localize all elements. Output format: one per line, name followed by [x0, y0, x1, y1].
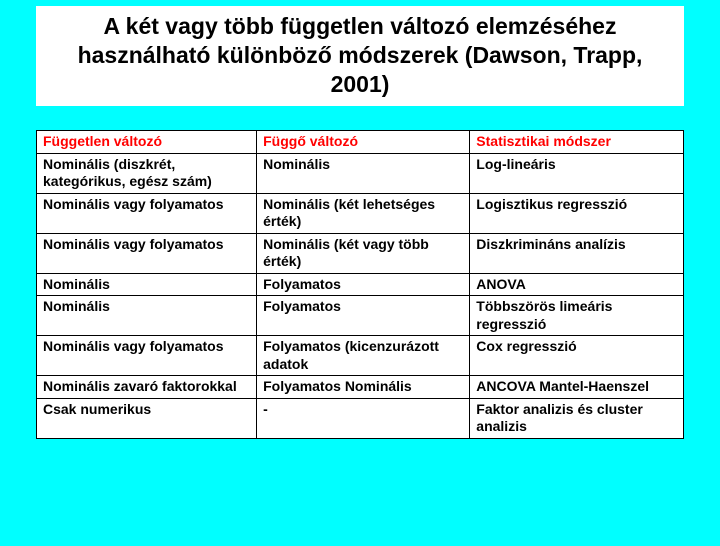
- table-row: Nominális (diszkrét, kategórikus, egész …: [37, 153, 683, 193]
- page-title: A két vagy több független változó elemzé…: [50, 12, 670, 98]
- table-row: Nominális zavaró faktorokkalFolyamatos N…: [37, 376, 683, 399]
- table-row: NominálisFolyamatosTöbbszörös limeáris r…: [37, 296, 683, 336]
- table-cell: Nominális: [37, 296, 257, 336]
- table-cell: Folyamatos: [257, 296, 470, 336]
- methods-table-wrap: Független változóFüggő változóStatisztik…: [36, 130, 684, 439]
- table-cell: Többszörös limeáris regresszió: [470, 296, 683, 336]
- table-row: Nominális vagy folyamatosNominális (két …: [37, 193, 683, 233]
- table-cell: Csak numerikus: [37, 398, 257, 438]
- table-cell: Nominális (két vagy több érték): [257, 233, 470, 273]
- table-header-0: Független változó: [37, 131, 257, 153]
- table-cell: Nominális vagy folyamatos: [37, 336, 257, 376]
- table-header-1: Függő változó: [257, 131, 470, 153]
- table-cell: ANOVA: [470, 273, 683, 296]
- table-row: Nominális vagy folyamatosFolyamatos (kic…: [37, 336, 683, 376]
- table-cell: Diszkrimináns analízis: [470, 233, 683, 273]
- table-cell: Nominális (két lehetséges érték): [257, 193, 470, 233]
- table-cell: Nominális vagy folyamatos: [37, 193, 257, 233]
- table-cell: Nominális (diszkrét, kategórikus, egész …: [37, 153, 257, 193]
- table-cell: ANCOVA Mantel-Haenszel: [470, 376, 683, 399]
- table-cell: Nominális zavaró faktorokkal: [37, 376, 257, 399]
- table-row: NominálisFolyamatosANOVA: [37, 273, 683, 296]
- methods-table: Független változóFüggő változóStatisztik…: [37, 131, 683, 438]
- table-row: Csak numerikus-Faktor analizis és cluste…: [37, 398, 683, 438]
- table-cell: Logisztikus regresszió: [470, 193, 683, 233]
- table-cell: Nominális vagy folyamatos: [37, 233, 257, 273]
- table-row: Nominális vagy folyamatosNominális (két …: [37, 233, 683, 273]
- table-cell: Folyamatos Nominális: [257, 376, 470, 399]
- table-cell: Nominális: [37, 273, 257, 296]
- table-header-2: Statisztikai módszer: [470, 131, 683, 153]
- table-cell: Faktor analizis és cluster analizis: [470, 398, 683, 438]
- table-cell: Folyamatos (kicenzurázott adatok: [257, 336, 470, 376]
- table-cell: Cox regresszió: [470, 336, 683, 376]
- title-box: A két vagy több független változó elemzé…: [36, 6, 684, 106]
- table-cell: Nominális: [257, 153, 470, 193]
- table-cell: Folyamatos: [257, 273, 470, 296]
- table-cell: Log-lineáris: [470, 153, 683, 193]
- table-cell: -: [257, 398, 470, 438]
